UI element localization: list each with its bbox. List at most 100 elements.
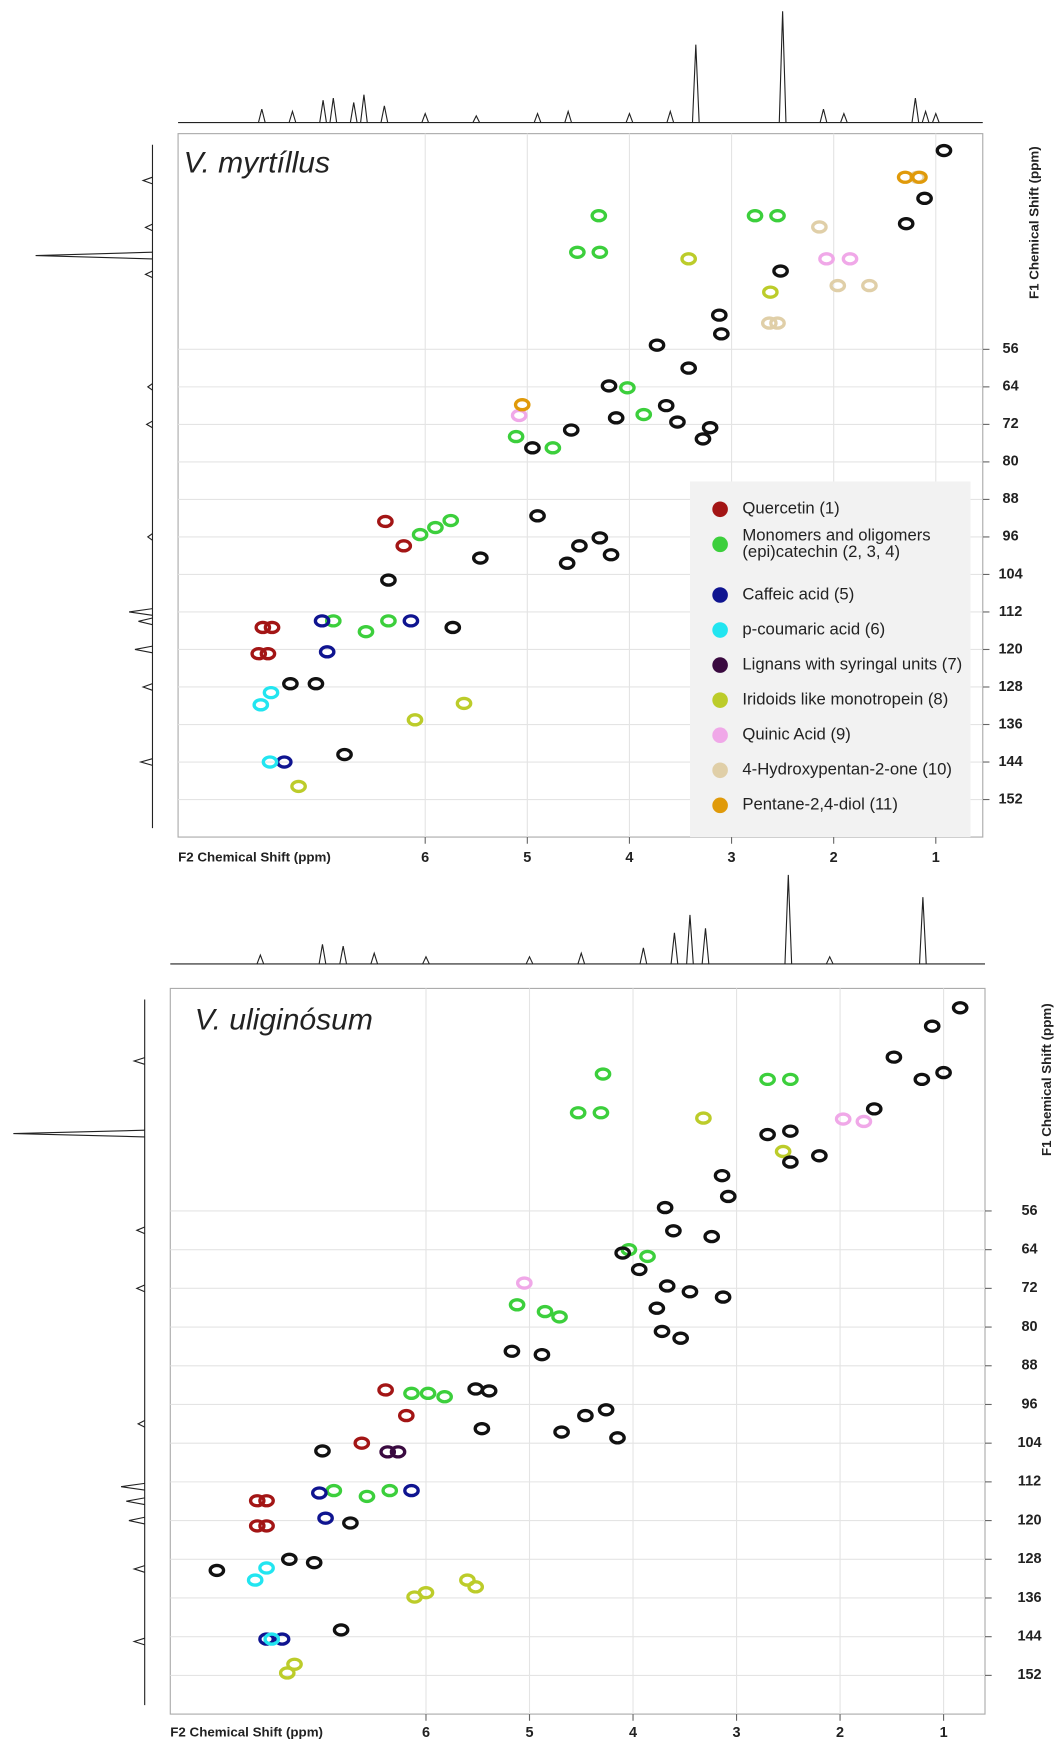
projection-peak [143, 177, 152, 184]
projection-peak [147, 421, 153, 428]
x-tick-label: 2 [830, 850, 838, 866]
projection-peak [129, 609, 152, 616]
plot-frame [170, 988, 985, 1714]
projection-peak [841, 114, 848, 123]
y-tick-label: 72 [1003, 416, 1019, 432]
legend-swatch [712, 537, 728, 553]
y-tick-label: 112 [1018, 1474, 1041, 1490]
projection-peak [134, 1638, 145, 1645]
projection-peak [820, 109, 827, 122]
legend-label: Lignans with syringal units (7) [742, 655, 962, 674]
x-axis-label: F2 Chemical Shift (ppm) [170, 1725, 323, 1740]
y-tick-label: 136 [999, 716, 1023, 732]
x-tick-label: 1 [940, 1725, 948, 1741]
legend-swatch [712, 657, 728, 673]
x-tick-label: 3 [728, 850, 736, 866]
projection-peak [912, 98, 919, 122]
legend-swatch [712, 727, 728, 743]
y-tick-label: 104 [999, 566, 1023, 582]
projection-peak [826, 957, 833, 964]
projection-peak [134, 1058, 145, 1065]
y-tick-label: 64 [1021, 1241, 1037, 1257]
legend-label: Quinic Acid (9) [742, 725, 851, 744]
projection-peak [350, 102, 357, 122]
y-tick-label: 120 [1017, 1512, 1041, 1528]
projection-peak [640, 948, 647, 964]
projection-peak [145, 224, 152, 231]
y-tick-label: 104 [1017, 1435, 1041, 1451]
projection-peak [687, 915, 694, 964]
y-tick-label: 80 [1003, 454, 1019, 470]
projection-peak [137, 1227, 145, 1234]
legend-label: 4-Hydroxypentan-2-one (10) [742, 760, 952, 779]
projection-peak [785, 875, 792, 964]
projection-peak [922, 111, 929, 122]
y-tick-label: 80 [1021, 1319, 1037, 1335]
y-tick-label: 120 [999, 641, 1023, 657]
y-tick-label: 152 [999, 791, 1023, 807]
x-tick-label: 4 [625, 850, 633, 866]
projection-peak [330, 98, 337, 122]
legend-label: p-coumaric acid (6) [742, 619, 885, 638]
projection-peak [13, 1130, 144, 1137]
y-tick-label: 96 [1003, 529, 1019, 545]
x-tick-label: 2 [836, 1725, 844, 1741]
projection-peak [126, 1498, 144, 1505]
page: {"chart_data": [ {"type": "scatter", "ti… [0, 0, 1054, 1742]
projection-peak [138, 618, 152, 625]
projection-peak [148, 534, 153, 541]
projection-peak [319, 944, 326, 964]
projection-peak [423, 957, 430, 964]
x-axis-label: F2 Chemical Shift (ppm) [178, 850, 331, 865]
y-tick-label: 88 [1021, 1358, 1037, 1374]
projection-peak [473, 116, 480, 123]
chart-title: V. myrtíllus [184, 147, 330, 180]
legend-swatch [712, 798, 728, 814]
projection-peak [692, 45, 699, 123]
projection-peak [138, 1420, 145, 1427]
x-tick-label: 1 [932, 850, 940, 866]
projection-peak [371, 953, 378, 964]
projection-peak [920, 897, 927, 964]
projection-peak [135, 646, 153, 653]
y-tick-label: 144 [999, 754, 1023, 770]
x-tick-label: 4 [629, 1725, 637, 1741]
projection-peak [534, 114, 541, 123]
x-tick-label: 6 [422, 1725, 430, 1741]
y-tick-label: 128 [999, 679, 1023, 695]
y-axis-label: F1 Chemical Shift (ppm) [1039, 1003, 1054, 1156]
legend-swatch [712, 692, 728, 708]
projection-peak [340, 946, 347, 964]
legend-swatch [712, 622, 728, 638]
projection-peak [779, 11, 786, 122]
projection-peak [141, 759, 153, 766]
y-tick-label: 112 [999, 604, 1022, 620]
projection-peak [145, 271, 152, 278]
projection-peak [134, 1566, 145, 1573]
projection-peak [671, 933, 678, 964]
y-tick-label: 144 [1017, 1628, 1041, 1644]
legend-label: Caffeic acid (5) [742, 584, 854, 603]
projection-peak [258, 109, 265, 122]
projection-peak [148, 384, 153, 391]
y-tick-label: 152 [1017, 1667, 1041, 1683]
projection-peak [667, 111, 674, 122]
legend-swatch [712, 762, 728, 778]
legend-swatch [712, 587, 728, 603]
projection-peak [129, 1517, 145, 1524]
y-tick-label: 88 [1003, 491, 1019, 507]
figure: 654321566472808896104112120128136144152F… [0, 0, 1054, 1742]
y-tick-label: 72 [1021, 1280, 1037, 1296]
y-tick-label: 56 [1003, 341, 1019, 357]
y-tick-label: 56 [1021, 1203, 1037, 1219]
y-tick-label: 96 [1021, 1396, 1037, 1412]
legend-label: Quercetin (1) [742, 499, 839, 518]
y-tick-label: 64 [1003, 379, 1019, 395]
x-tick-label: 5 [525, 1725, 533, 1741]
y-tick-label: 136 [1017, 1590, 1041, 1606]
projection-peak [702, 928, 709, 964]
chart-title: V. uliginósum [195, 1004, 373, 1037]
x-tick-label: 5 [523, 850, 531, 866]
projection-peak [257, 955, 264, 964]
projection-peak [381, 106, 388, 123]
